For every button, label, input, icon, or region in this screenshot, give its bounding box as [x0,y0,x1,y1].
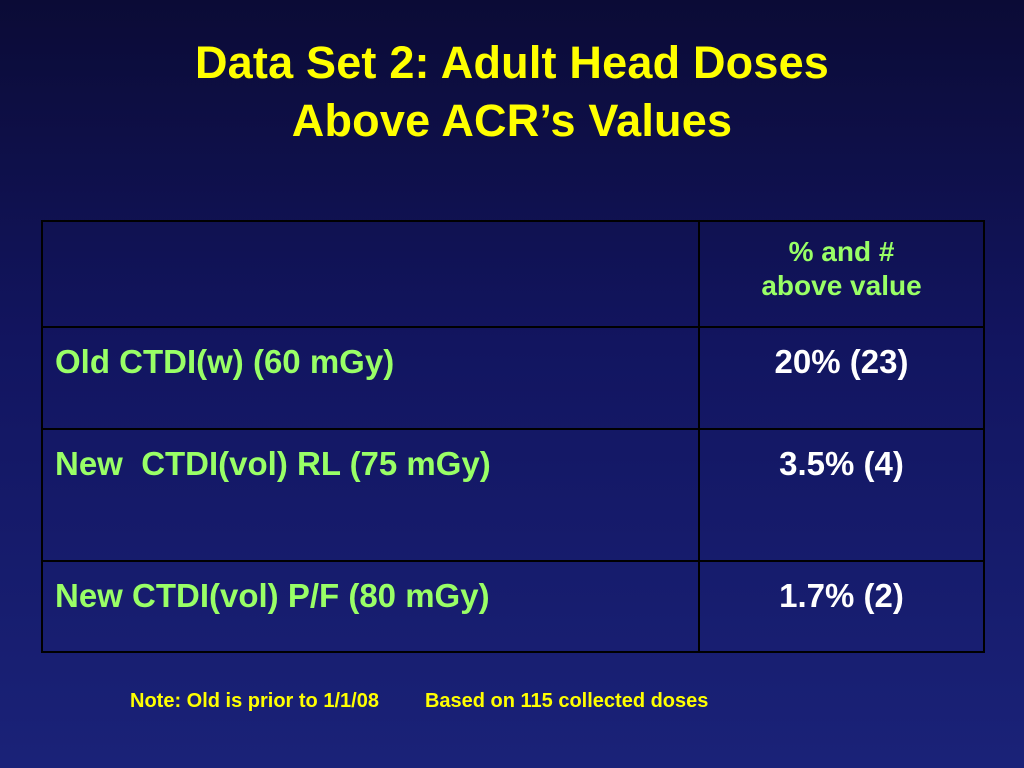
row-label: New CTDI(vol) RL (75 mGy) [55,445,491,482]
row-value: 20% (23) [774,343,909,380]
table-row: New CTDI(vol) RL (75 mGy) 3.5% (4) [41,428,985,562]
table-row: New CTDI(vol) P/F (80 mGy) 1.7% (2) [41,560,985,653]
row-label: Old CTDI(w) (60 mGy) [55,343,395,380]
row-label: New CTDI(vol) P/F (80 mGy) [55,577,490,614]
footer-note-left: Note: Old is prior to 1/1/08 [130,690,379,712]
row-value-cell: 1.7% (2) [698,560,985,653]
row-value-cell: 3.5% (4) [698,428,985,562]
footer-note-right: Based on 115 collected doses [424,690,709,712]
table-header-row: % and # above value [41,220,985,328]
slide-title-line-1: Data Set 2: Adult Head Doses [194,37,830,88]
row-value: 3.5% (4) [779,445,904,482]
row-label-cell: Old CTDI(w) (60 mGy) [41,326,700,430]
header-value-line-1: % and # [788,236,895,267]
slide-title-line-2: Above ACR’s Values [291,95,733,146]
row-value: 1.7% (2) [779,577,904,614]
header-label [43,222,698,236]
row-value-cell: 20% (23) [698,326,985,430]
header-value-cell: % and # above value [698,220,985,328]
row-label-cell: New CTDI(vol) P/F (80 mGy) [41,560,700,653]
footer-note: Note: Old is prior to 1/1/08 Based on 115… [130,688,930,714]
table-row: Old CTDI(w) (60 mGy) 20% (23) [41,326,985,430]
header-value-line-2: above value [761,270,922,301]
row-label-cell: New CTDI(vol) RL (75 mGy) [41,428,700,562]
header-empty-cell [41,220,700,328]
dose-table: % and # above value Old CTDI(w) (60 mGy)… [41,220,985,653]
slide-title: Data Set 2: Adult Head Doses Above ACR’s… [0,34,1024,150]
